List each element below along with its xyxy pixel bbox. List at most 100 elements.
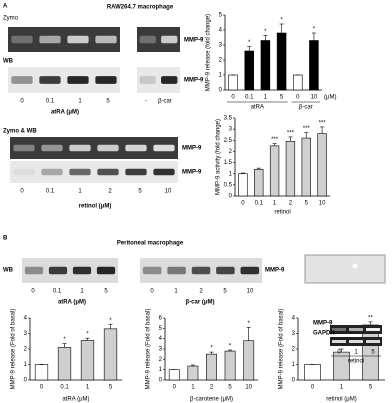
gel-band bbox=[39, 35, 61, 44]
label: MMP-9 bbox=[184, 78, 204, 84]
gel-band bbox=[167, 266, 186, 275]
bar bbox=[103, 328, 118, 381]
label: MMP-9 bbox=[182, 170, 202, 176]
lane-label: β-car bbox=[158, 99, 172, 105]
axis-label: β-car (μM) bbox=[185, 300, 214, 306]
gel bbox=[10, 161, 178, 183]
gel-band bbox=[41, 144, 63, 152]
label: MMP-9 bbox=[265, 268, 285, 274]
gel-band bbox=[67, 35, 89, 44]
gel-spot bbox=[352, 263, 358, 269]
x-tick-label: 0.1 bbox=[255, 201, 264, 207]
gel-band bbox=[95, 76, 117, 84]
y-tick-label: 2 bbox=[229, 149, 233, 155]
panel-label: B bbox=[3, 236, 8, 242]
bar bbox=[301, 137, 311, 197]
x-tick-label: 10 bbox=[245, 385, 252, 391]
y-tick-label: 1 bbox=[292, 362, 296, 368]
lane-label: 1 bbox=[78, 99, 82, 105]
x-axis-label: retinol bbox=[274, 210, 290, 216]
gel-band bbox=[216, 266, 235, 275]
significance: ** bbox=[368, 315, 373, 321]
panel-title: Peritoneal macrophage bbox=[117, 241, 184, 247]
bar bbox=[57, 347, 72, 381]
y-tick-label: 2 bbox=[292, 347, 296, 353]
bar bbox=[187, 365, 199, 381]
y-tick-label: 0 bbox=[292, 378, 296, 384]
gel-band bbox=[39, 76, 61, 84]
blot-label: Zymo bbox=[3, 16, 19, 22]
x-tick-label: 1 bbox=[264, 95, 268, 101]
x-tick-label: 1 bbox=[340, 385, 344, 391]
axis-label: atRA (μM) bbox=[58, 300, 86, 306]
lane-label: 0 bbox=[20, 189, 24, 195]
label: MMP-9 bbox=[182, 146, 202, 152]
gel-band bbox=[366, 340, 380, 343]
lane-label: 1 bbox=[174, 289, 178, 295]
bar bbox=[269, 145, 280, 197]
y-tick-label: 1 bbox=[229, 171, 233, 177]
x-tick-label: 10 bbox=[311, 95, 318, 101]
bar bbox=[293, 74, 303, 91]
y-tick-label: 2 bbox=[219, 58, 223, 64]
lane-label: 1 bbox=[80, 289, 84, 295]
gel-band bbox=[240, 266, 260, 275]
bar bbox=[80, 340, 95, 381]
lane-label: 5 bbox=[104, 289, 108, 295]
bar bbox=[285, 141, 296, 197]
y-tick-label: 3 bbox=[159, 347, 163, 353]
lane-label: 5 bbox=[138, 189, 142, 195]
bar bbox=[254, 168, 264, 197]
lane-label: 0 bbox=[31, 289, 35, 295]
gel-band bbox=[161, 76, 178, 84]
x-tick-label: 0 bbox=[241, 201, 245, 207]
x-axis-label: retinol (μM) bbox=[326, 397, 356, 403]
gel-band bbox=[139, 35, 156, 44]
y-tick-label: 3 bbox=[219, 43, 223, 49]
lane-label: 0.1 bbox=[46, 99, 55, 105]
x-tick-label: 5 bbox=[109, 385, 113, 391]
lane-label: 10 bbox=[165, 189, 172, 195]
gel-band bbox=[11, 35, 33, 44]
lane-label: 2 bbox=[108, 189, 112, 195]
lane-label: 5 bbox=[106, 99, 110, 105]
bar bbox=[34, 364, 49, 381]
y-tick-label: 3.5 bbox=[224, 116, 233, 122]
lane-label: 1 bbox=[78, 189, 82, 195]
x-tick-label: 0 bbox=[40, 385, 44, 391]
gel-band bbox=[95, 35, 117, 44]
bar bbox=[317, 133, 327, 197]
significance: * bbox=[210, 346, 213, 352]
y-tick-label: 5 bbox=[159, 326, 163, 332]
gel-band bbox=[67, 76, 89, 84]
significance: * bbox=[63, 337, 66, 343]
lane-label: 0.1 bbox=[53, 289, 62, 295]
x-unit: (μM) bbox=[324, 95, 336, 101]
label: MMP-9 bbox=[184, 38, 204, 44]
gel-band bbox=[13, 168, 35, 176]
gel-band bbox=[69, 168, 91, 176]
inset-lane: 0 bbox=[337, 350, 341, 356]
y-tick-label: 4 bbox=[219, 28, 223, 34]
y-tick-label: 4 bbox=[24, 316, 28, 322]
blot-label: WB bbox=[3, 268, 14, 274]
inset-label: retinol bbox=[348, 359, 364, 365]
y-axis-label: MMP-9 activity (fold change) bbox=[216, 119, 222, 195]
gel-band bbox=[69, 144, 91, 152]
x-axis-label: atRA (μM) bbox=[62, 397, 89, 403]
axis-label: atRA (μM) bbox=[51, 110, 79, 116]
significance: * bbox=[86, 332, 89, 338]
significance: * bbox=[248, 321, 251, 327]
lane-label: 10 bbox=[247, 289, 254, 295]
gel-band bbox=[125, 168, 147, 176]
gel-band bbox=[24, 266, 44, 275]
gel-band bbox=[13, 144, 35, 152]
significance: *** bbox=[303, 126, 311, 132]
axis-label: retinol (μM) bbox=[79, 204, 112, 210]
y-tick-label: 4 bbox=[159, 336, 163, 342]
bar bbox=[228, 74, 238, 91]
x-tick-label: 0.1 bbox=[60, 385, 69, 391]
gel-band bbox=[72, 266, 92, 275]
y-tick-label: 6 bbox=[159, 316, 163, 322]
